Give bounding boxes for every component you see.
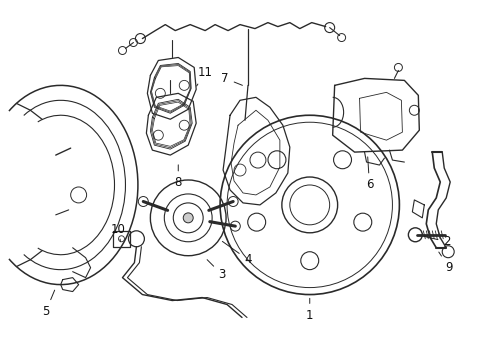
Text: 7: 7 xyxy=(221,72,243,85)
Circle shape xyxy=(183,213,193,223)
Text: 4: 4 xyxy=(222,242,252,266)
Text: 11: 11 xyxy=(196,66,213,86)
Text: 6: 6 xyxy=(366,157,373,192)
Text: 8: 8 xyxy=(174,165,182,189)
Text: 3: 3 xyxy=(207,260,226,281)
Text: 5: 5 xyxy=(42,290,55,318)
Text: 1: 1 xyxy=(306,298,314,322)
Text: 9: 9 xyxy=(439,252,453,274)
Text: 10: 10 xyxy=(111,223,126,242)
Text: 2: 2 xyxy=(424,235,451,248)
